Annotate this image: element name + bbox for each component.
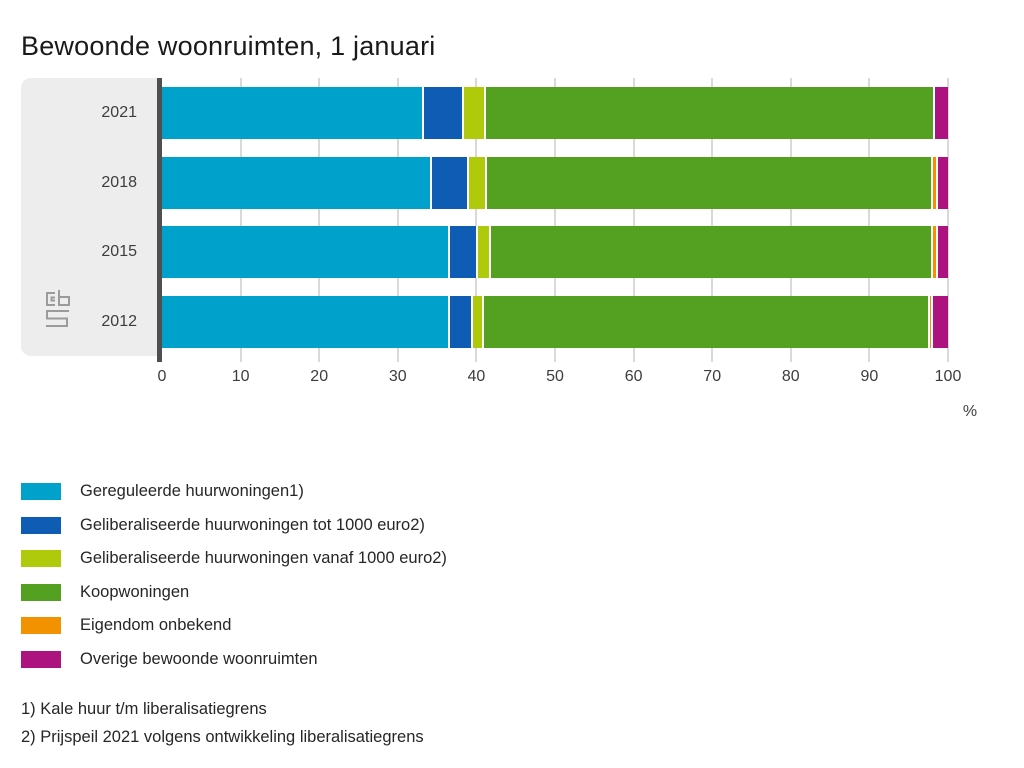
gridline-70 xyxy=(711,78,714,362)
bar-segment xyxy=(490,226,934,278)
bar-segment xyxy=(423,87,464,139)
footnotes: 1) Kale huur t/m liberalisatiegrens 2) P… xyxy=(21,695,424,751)
gridline-10 xyxy=(239,78,242,362)
chart-legend: Gereguleerde huurwoningen1) Geliberalisee… xyxy=(21,482,447,684)
bar-segment xyxy=(162,156,433,209)
legend-swatch-icon xyxy=(21,483,61,500)
bar-segment xyxy=(935,87,948,139)
legend-label: Gereguleerde huurwoningen1) xyxy=(80,482,304,500)
bar-segment xyxy=(449,226,478,278)
axis-unit-label: % xyxy=(962,403,978,420)
legend-item: Koopwoningen xyxy=(21,582,447,601)
tick-label-40: 40 xyxy=(467,368,486,385)
gridline-90 xyxy=(868,78,871,362)
legend-item: Eigendom onbekend xyxy=(21,616,447,634)
bar-segment xyxy=(473,295,485,348)
gridline-30 xyxy=(396,78,399,362)
x-axis-ticks: 0 10 20 30 40 50 60 70 80 90 100 xyxy=(158,367,962,387)
legend-item: Overige bewoonde woonruimten xyxy=(21,649,447,668)
bar-segment xyxy=(469,156,487,209)
category-panel xyxy=(21,78,157,356)
cbs-logo-icon xyxy=(46,290,70,327)
tick-label-90: 90 xyxy=(860,368,879,385)
gridline-20 xyxy=(318,78,321,362)
legend-swatch-icon xyxy=(21,550,61,567)
tick-label-10: 10 xyxy=(231,368,250,385)
bar-segment xyxy=(477,226,491,278)
category-label-2012: 2012 xyxy=(101,312,137,330)
footnote-1: 1) Kale huur t/m liberalisatiegrens xyxy=(21,700,267,718)
gridline-60 xyxy=(632,78,635,362)
tick-label-30: 30 xyxy=(388,368,407,385)
category-label-2018: 2018 xyxy=(101,173,137,191)
tick-label-20: 20 xyxy=(310,368,329,385)
bar-2012 xyxy=(162,295,948,348)
bar-segment xyxy=(162,295,451,348)
bar-segment xyxy=(463,87,486,139)
tick-label-0: 0 xyxy=(157,368,167,385)
tick-label-60: 60 xyxy=(624,368,643,385)
bar-segment xyxy=(432,156,470,209)
bar-segment xyxy=(450,295,474,348)
bar-segment xyxy=(937,156,948,209)
bar-segment xyxy=(933,226,938,278)
bar-segment xyxy=(162,87,424,139)
bar-segment xyxy=(929,295,934,348)
legend-item: Gereguleerde huurwoningen1) xyxy=(21,482,447,500)
bar-segment xyxy=(486,156,934,209)
bar-2018 xyxy=(162,156,948,209)
y-axis-line xyxy=(157,78,162,362)
gridline-40 xyxy=(475,78,478,362)
page-title: Bewoonde woonruimten, 1 januari xyxy=(21,31,436,62)
bar-segment xyxy=(484,295,930,348)
legend-label: Geliberaliseerde huurwoningen vanaf 1000… xyxy=(80,549,447,567)
legend-label: Overige bewoonde woonruimten xyxy=(80,649,318,668)
bar-2015 xyxy=(162,226,948,278)
tick-label-100: 100 xyxy=(934,368,962,385)
legend-swatch-icon xyxy=(21,650,61,668)
bar-segment xyxy=(933,156,938,209)
tick-label-50: 50 xyxy=(546,368,564,385)
gridline-80 xyxy=(789,78,792,362)
tick-label-80: 80 xyxy=(781,368,800,385)
bar-segment xyxy=(485,87,936,139)
legend-label: Geliberaliseerde huurwoningen tot 1000 e… xyxy=(80,515,425,534)
bar-segment xyxy=(937,226,948,278)
footnote-2: 2) Prijspeil 2021 volgens ontwikkeling l… xyxy=(21,728,424,746)
tick-label-70: 70 xyxy=(703,368,722,385)
legend-label: Koopwoningen xyxy=(80,582,190,601)
legend-swatch-icon xyxy=(21,583,61,601)
legend-swatch-icon xyxy=(21,617,61,634)
legend-label: Eigendom onbekend xyxy=(80,616,232,634)
bar-2021 xyxy=(162,87,948,139)
gridline-100 xyxy=(947,78,949,362)
legend-swatch-icon xyxy=(21,516,61,534)
legend-item: Geliberaliseerde huurwoningen tot 1000 e… xyxy=(21,515,447,534)
bar-segment xyxy=(933,295,948,348)
category-label-2021: 2021 xyxy=(101,104,137,121)
bar-segment xyxy=(162,226,450,278)
legend-item: Geliberaliseerde huurwoningen vanaf 1000… xyxy=(21,549,447,567)
gridline-50 xyxy=(554,78,556,362)
category-label-2015: 2015 xyxy=(101,243,137,260)
plot-area xyxy=(162,78,949,362)
